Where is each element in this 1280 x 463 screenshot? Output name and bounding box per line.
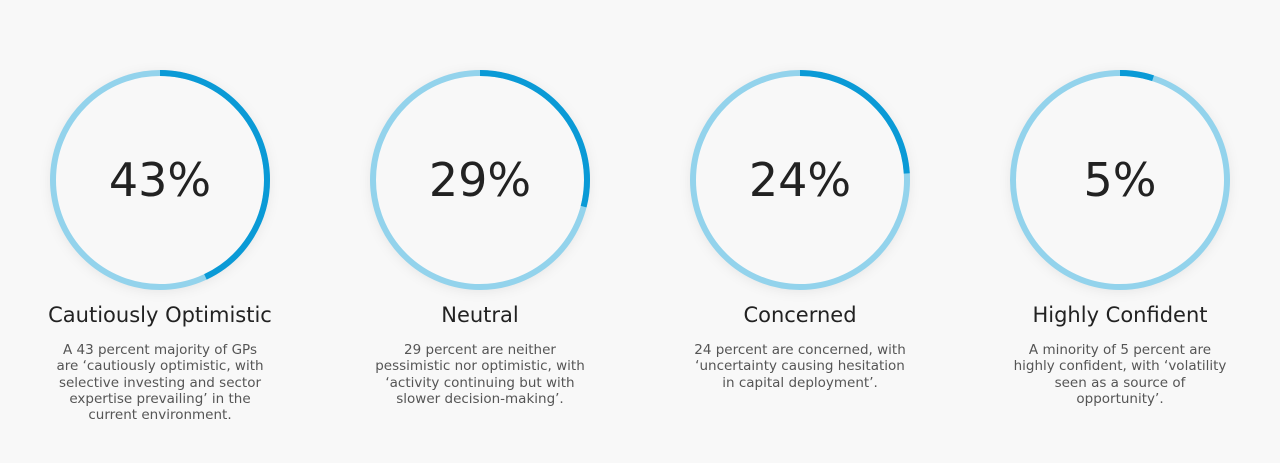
gauge-svg: [1010, 70, 1230, 290]
percent-label: 5%: [1083, 153, 1157, 207]
gauge-description: 29 percent are neither pessimistic nor o…: [375, 342, 585, 407]
gauge-title: Highly Confident: [1032, 303, 1208, 327]
donut-gauge: [370, 70, 590, 290]
gauge-description: A 43 percent majority of GPs are ‘cautio…: [56, 342, 264, 424]
gauge-background: [371, 71, 589, 289]
gauge-title: Neutral: [441, 303, 519, 327]
gauge-title: Concerned: [743, 303, 857, 327]
gauge-card: 29% Neutral 29 percent are neither pessi…: [320, 0, 640, 463]
gauge-svg: [50, 70, 270, 290]
donut-gauge: [690, 70, 910, 290]
gauge-title: Cautiously Optimistic: [48, 303, 272, 327]
gauge-fill-arc: [370, 70, 590, 290]
percent-label: 43%: [108, 153, 212, 207]
donut-gauge: [50, 70, 270, 290]
gauge-card: 43% Cautiously Optimistic A 43 percent m…: [0, 0, 320, 463]
gauge-background: [1011, 71, 1229, 289]
gauge-fill-arc: [50, 70, 270, 290]
gauge-description: 24 percent are concerned, with ‘uncertai…: [694, 342, 906, 391]
gauge-description: A minority of 5 percent are highly confi…: [1013, 342, 1227, 407]
gauge-background: [691, 71, 909, 289]
gauge-fill-arc: [690, 70, 910, 290]
gauge-card: 5% Highly Confident A minority of 5 perc…: [960, 0, 1280, 463]
percent-label: 24%: [748, 153, 852, 207]
percent-label: 29%: [428, 153, 532, 207]
donut-gauge: [1010, 70, 1230, 290]
gauge-fill-arc: [1010, 70, 1230, 290]
gauge-svg: [370, 70, 590, 290]
gauge-svg: [690, 70, 910, 290]
gauge-background: [51, 71, 269, 289]
gauge-card: 24% Concerned 24 percent are concerned, …: [640, 0, 960, 463]
